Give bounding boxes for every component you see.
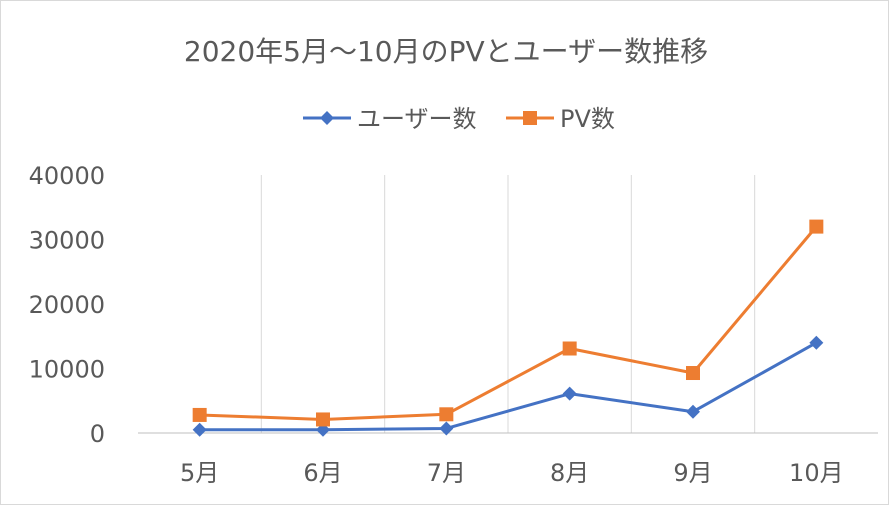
data-point-pv [316, 412, 330, 427]
legend-item-users: ユーザー数 [303, 105, 477, 133]
x-tick-label: 10月 [789, 459, 844, 487]
data-point-pv [192, 407, 207, 422]
y-tick-label: 30000 [29, 227, 105, 255]
x-tick-label: 8月 [550, 459, 589, 487]
data-point-users [192, 422, 207, 437]
data-point-pv [562, 341, 577, 356]
data-point-users [809, 335, 824, 350]
data-point-pv [439, 407, 454, 422]
y-tick-label: 40000 [29, 162, 105, 190]
data-point-users [439, 421, 454, 436]
x-tick-label: 9月 [673, 459, 712, 487]
series-line-pv [199, 225, 818, 421]
legend-label-users: ユーザー数 [357, 105, 477, 133]
y-tick-label: 20000 [29, 291, 105, 319]
series-line-users [199, 341, 818, 432]
data-point-pv [809, 219, 824, 234]
legend-label-pv: PV数 [560, 105, 615, 133]
plot-area: 0 10000 20000 30000 40000 5月 6月 7月 8月 9月 10月 [29, 162, 878, 487]
y-tick-label: 0 [90, 420, 105, 448]
data-point-users [562, 386, 577, 401]
legend-marker-pv [523, 111, 537, 125]
chart-title: 2020年5月～10月のPVとユーザー数推移 [184, 35, 708, 68]
x-tick-label: 7月 [427, 459, 466, 487]
y-tick-label: 10000 [29, 356, 105, 384]
data-point-pv [686, 366, 700, 381]
legend-marker-users [320, 111, 334, 125]
legend: ユーザー数 PV数 [303, 105, 615, 133]
x-tick-label: 6月 [303, 459, 342, 487]
legend-item-pv: PV数 [506, 105, 615, 133]
data-point-users [686, 404, 700, 419]
x-tick-label: 5月 [180, 459, 219, 487]
